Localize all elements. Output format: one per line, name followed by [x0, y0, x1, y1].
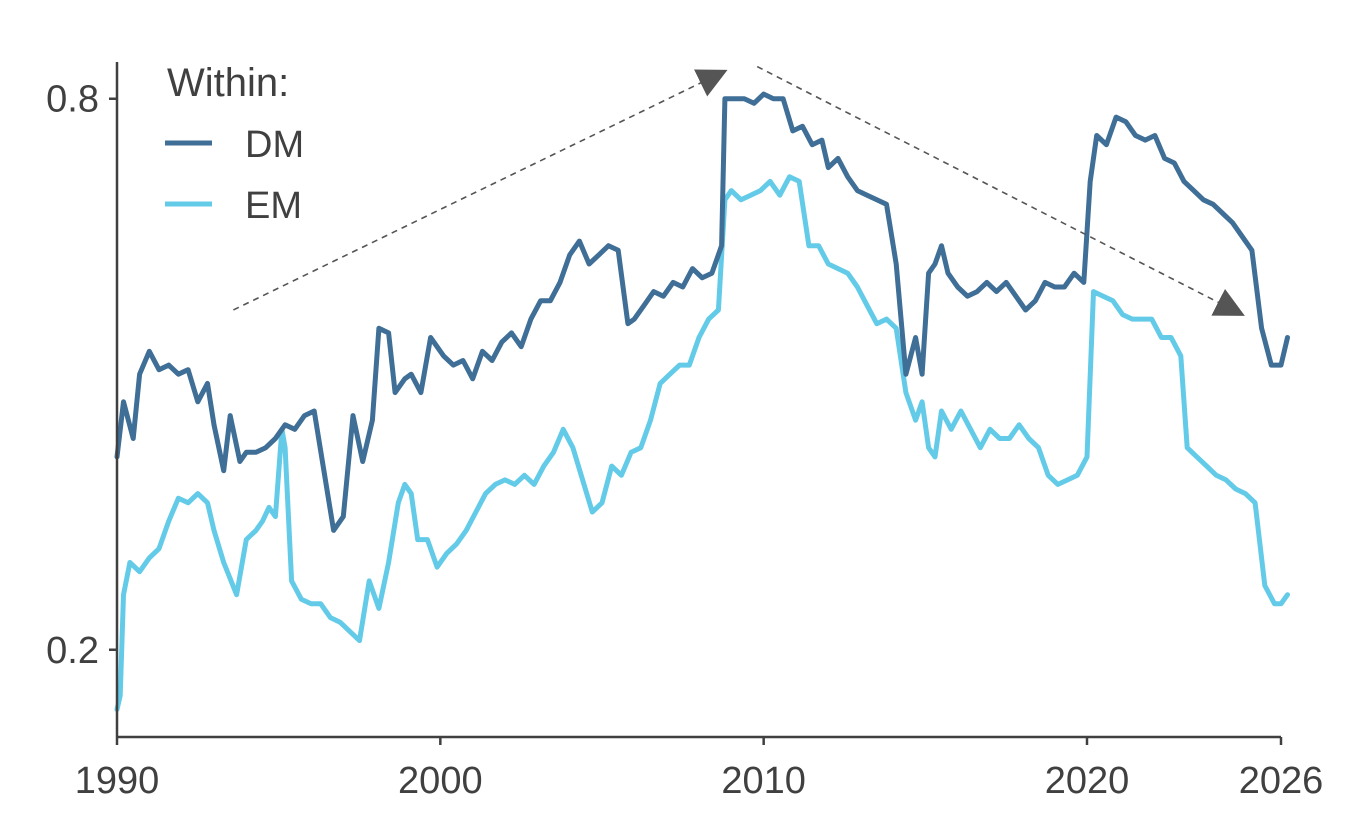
x-tick-label: 1990 [75, 760, 160, 802]
legend-title: Within: [167, 61, 289, 105]
y-tick-label: 0.2 [46, 630, 99, 672]
x-tick-label: 2026 [1239, 760, 1324, 802]
legend-label-dm: DM [245, 124, 304, 166]
y-tick-label: 0.8 [46, 79, 99, 121]
x-tick-label: 2020 [1045, 760, 1130, 802]
series-line-dm [114, 91, 1290, 533]
x-tick-label: 2000 [398, 760, 483, 802]
legend-label-em: EM [245, 185, 302, 227]
annotation-layer [233, 65, 1245, 316]
trend-arrow-1 [233, 69, 728, 311]
legend-items: DM EM [165, 124, 304, 227]
x-tick-label: 2010 [721, 760, 806, 802]
series-layer [114, 91, 1290, 712]
trend-arrow-2 [756, 65, 1245, 316]
legend: Within: DM EM [165, 61, 304, 227]
ticks: 1990 2000 2010 2020 2026 0.2 0.8 [46, 79, 1323, 802]
series-line-em [114, 174, 1290, 712]
